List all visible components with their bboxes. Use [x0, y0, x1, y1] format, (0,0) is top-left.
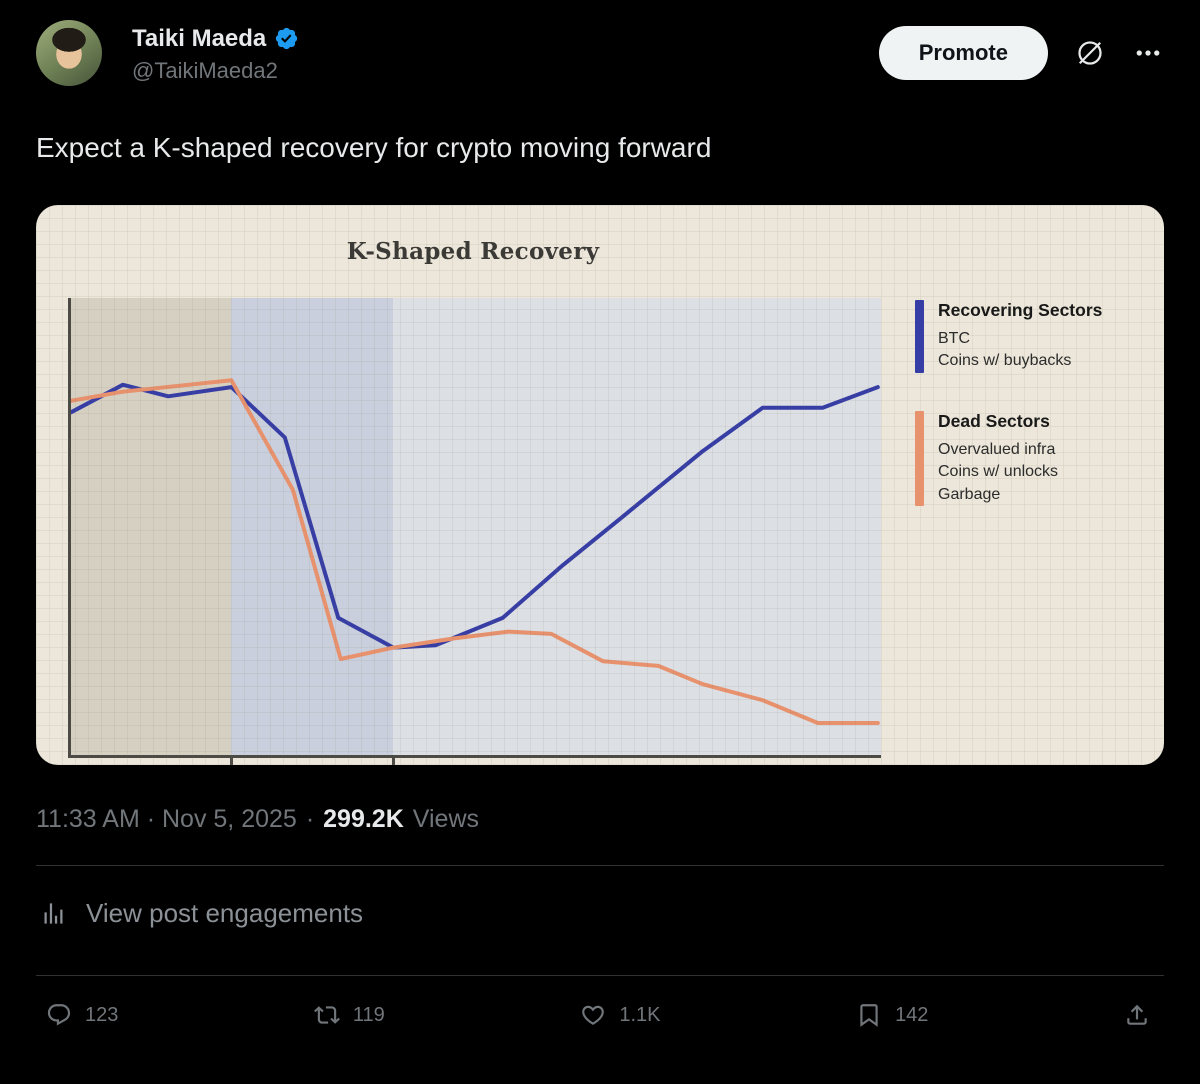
reply-icon: [47, 1004, 71, 1026]
bookmark-count: 142: [895, 1003, 929, 1026]
repost-count: 119: [352, 1003, 385, 1026]
chart-regions: [71, 298, 881, 755]
post-header: Taiki Maeda @TaikiMaeda2 Promote: [36, 0, 1164, 86]
meta-separator: ·: [305, 805, 315, 833]
share-icon: [1127, 1004, 1147, 1025]
repost-icon: [313, 1006, 340, 1024]
view-engagements-label: View post engagements: [86, 898, 364, 928]
post-text: Expect a K-shaped recovery for crypto mo…: [36, 132, 712, 163]
analytics-icon: [44, 903, 63, 924]
axis-tick: [229, 755, 233, 765]
action-bar: 123 119 1.1K 142: [36, 976, 1164, 1028]
reply-button[interactable]: 123: [46, 1002, 118, 1028]
views-label: Views: [412, 805, 480, 833]
reply-count: 123: [85, 1003, 119, 1026]
chart-lines: [71, 378, 880, 725]
legend-title: Dead Sectors: [938, 410, 1050, 431]
legend-swatch: [915, 300, 924, 373]
share-button[interactable]: [1124, 1002, 1150, 1028]
legend-item: Coins w/ buybacks: [938, 352, 1072, 370]
legend-group: Recovering Sectors BTC Coins w/ buybacks: [915, 300, 1102, 373]
views-count: 299.2K: [323, 805, 404, 833]
timestamp: 11:33 AM · Nov 5, 2025: [36, 805, 297, 833]
heart-icon: [582, 1005, 605, 1025]
user-handle[interactable]: @TaikiMaeda2: [132, 57, 278, 83]
bookmark-icon: [860, 1004, 878, 1027]
repost-button[interactable]: 119: [313, 1002, 385, 1028]
divider: [36, 975, 1164, 976]
legend-title: Recovering Sectors: [938, 300, 1103, 320]
axis-tick: [391, 755, 395, 765]
promote-button[interactable]: Promote: [878, 26, 1048, 80]
legend-group: Dead Sectors Overvalued infra Coins w/ unl…: [915, 410, 1102, 506]
chart-image[interactable]: K-Shaped Recovery Recovering Sectors BTC C…: [36, 205, 1164, 765]
chart-line-dead-sectors: [71, 378, 880, 725]
chart-line-recovering-sectors: [71, 382, 880, 650]
chart-title: K-Shaped Recovery: [346, 238, 600, 265]
bookmark-button[interactable]: 142: [856, 1002, 928, 1028]
legend-item: Overvalued infra: [938, 440, 1056, 458]
view-engagements-link[interactable]: View post engagements: [36, 866, 1164, 975]
more-button[interactable]: [1132, 37, 1164, 69]
verified-badge-icon: [276, 28, 298, 50]
legend-swatch: [915, 410, 924, 506]
legend-item: BTC: [938, 330, 970, 347]
grok-icon[interactable]: [1074, 37, 1106, 69]
divider: [36, 865, 1164, 866]
display-name[interactable]: Taiki Maeda: [132, 25, 267, 52]
like-button[interactable]: 1.1K: [580, 1002, 661, 1028]
chart-region: [71, 298, 232, 755]
chart-legend: Recovering Sectors BTC Coins w/ buybacks De…: [915, 300, 1102, 506]
legend-item: Coins w/ unlocks: [938, 463, 1059, 481]
views: 299.2K: [323, 805, 404, 834]
more-icon: [1136, 50, 1160, 56]
chart-plot: [68, 298, 881, 765]
like-count: 1.1K: [619, 1003, 661, 1026]
header-actions: Promote: [878, 20, 1164, 80]
legend-item: Garbage: [938, 485, 1001, 503]
timestamp-row: 11:33 AM · Nov 5, 2025 · 299.2K Views: [36, 805, 1164, 834]
chart-region: [393, 298, 881, 755]
avatar[interactable]: [36, 20, 102, 86]
post-page: Taiki Maeda @TaikiMaeda2 Promote Expect …: [36, 0, 1164, 1028]
name-block: Taiki Maeda @TaikiMaeda2: [132, 20, 299, 86]
